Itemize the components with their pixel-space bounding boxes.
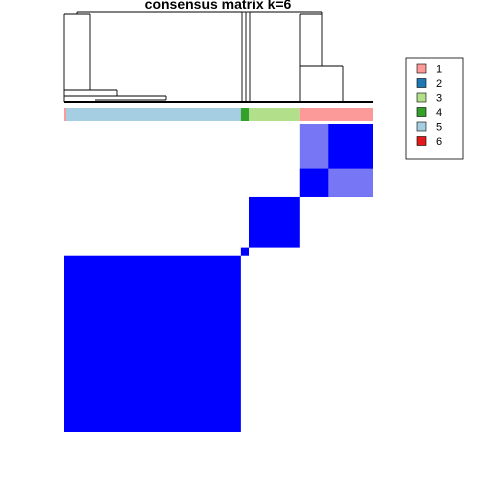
annotation-segment-1: [66, 108, 241, 121]
legend-swatch-2: [416, 78, 427, 88]
legend-swatch-1: [416, 63, 427, 74]
legend-swatch-5: [416, 121, 427, 132]
legend-swatch-6: [416, 136, 427, 146]
legend-label-1: 1: [436, 64, 442, 76]
matrix-block-sym-a: [299, 124, 329, 169]
annotation-segment-3: [248, 108, 300, 121]
chart-title: consensus matrix k=6: [145, 0, 292, 12]
legend-label-5: 5: [436, 122, 442, 134]
annotation-segment-0: [64, 108, 67, 121]
legend-label-6: 6: [436, 136, 442, 148]
legend-label-4: 4: [436, 107, 442, 119]
matrix-block-sym-b: [328, 168, 373, 197]
legend-items: 1 2 3 4 5 6: [416, 63, 442, 148]
legend-label-2: 2: [436, 78, 442, 90]
cluster-annotation-bar: [64, 101, 373, 121]
legend-label-3: 3: [436, 93, 442, 105]
legend-swatch-3: [416, 92, 427, 103]
cluster-legend: 1 2 3 4 5 6: [405, 57, 464, 160]
matrix-block-2: [248, 196, 300, 248]
legend-swatch-4: [416, 107, 427, 117]
matrix-block-1: [240, 247, 249, 256]
annotation-segment-4: [299, 108, 373, 121]
legend-box: [405, 57, 464, 160]
matrix-block-0: [64, 255, 241, 432]
matrix-block-1a-diag: [299, 168, 329, 197]
consensus-matrix: [64, 124, 373, 432]
dendrogram: [63, 11, 344, 102]
matrix-block-1b-diag: [328, 124, 373, 169]
annotation-segment-2: [240, 108, 249, 121]
